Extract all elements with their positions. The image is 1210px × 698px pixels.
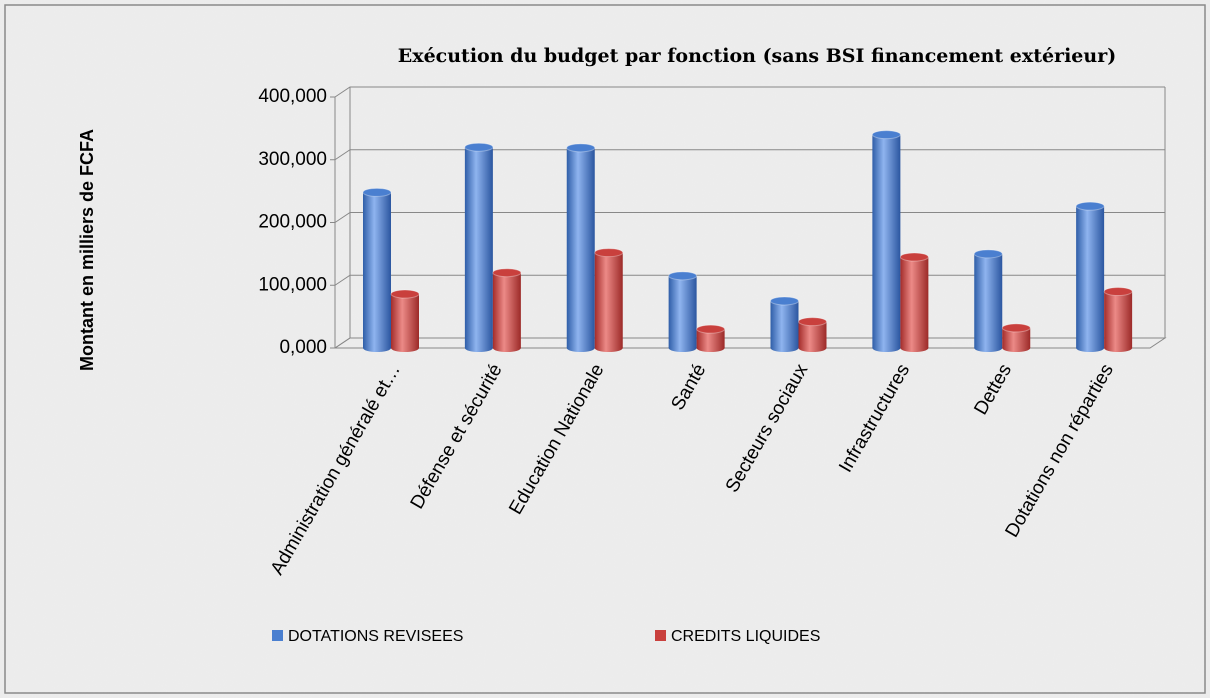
y-tick-label: 400,000: [258, 86, 327, 107]
y-tick-label: 0,000: [279, 337, 327, 358]
legend-swatch: [272, 630, 283, 641]
bar-top: [798, 317, 827, 327]
bar-top: [390, 289, 420, 299]
bar-base: [872, 344, 901, 352]
bar: [1104, 291, 1133, 348]
bar-top: [1001, 323, 1031, 333]
legend-swatch: [655, 630, 666, 641]
bar: [1002, 327, 1031, 348]
bar-base: [492, 344, 521, 352]
bar-top: [492, 268, 522, 278]
bar-base: [594, 344, 623, 352]
bar-base: [668, 344, 697, 352]
bar: [464, 147, 493, 348]
bar-top: [566, 143, 596, 153]
bar-base: [464, 344, 493, 352]
bar-base: [391, 344, 419, 352]
bar-top: [899, 252, 929, 262]
frame: [4, 4, 1206, 694]
y-axis-title: Montant en milliers de FCFA: [77, 129, 97, 371]
bar: [770, 300, 799, 348]
legend-label: DOTATIONS REVISEES: [288, 628, 463, 645]
chart-title: Exécution du budget par fonction (sans B…: [398, 45, 1116, 67]
bar: [594, 252, 623, 348]
bar-top: [594, 248, 624, 258]
bar-top: [871, 130, 901, 140]
grid-line: [334, 86, 1165, 98]
bar: [798, 321, 827, 348]
bar-base: [1002, 344, 1031, 352]
bar-top: [464, 142, 494, 152]
bar-top: [973, 249, 1003, 259]
bar-top: [1075, 201, 1105, 211]
bar-base: [1076, 344, 1105, 352]
bar-base: [770, 344, 799, 352]
bar-base: [900, 344, 929, 352]
bar: [668, 275, 697, 348]
legend-label: CREDITS LIQUIDES: [671, 628, 820, 645]
bar-base: [696, 344, 725, 352]
bar: [492, 272, 521, 348]
bar-base: [798, 344, 827, 352]
bar-base: [1104, 344, 1133, 352]
bar-top: [362, 187, 392, 197]
bar-base: [363, 344, 391, 352]
bar-base: [566, 344, 595, 352]
bar: [1076, 206, 1105, 348]
bar: [872, 134, 901, 348]
bar: [363, 192, 391, 348]
bar: [974, 253, 1003, 348]
bar: [900, 257, 929, 348]
y-tick-label: 200,000: [258, 212, 327, 233]
bar-top: [770, 296, 799, 306]
bar-base: [974, 344, 1003, 352]
y-tick-label: 100,000: [258, 274, 327, 295]
y-tick-label: 300,000: [258, 149, 327, 170]
bar: [566, 147, 595, 348]
bar-top: [668, 271, 698, 281]
bar-top: [696, 324, 726, 334]
bar-top: [1103, 287, 1133, 297]
bar: [696, 329, 725, 348]
bar: [391, 294, 419, 348]
